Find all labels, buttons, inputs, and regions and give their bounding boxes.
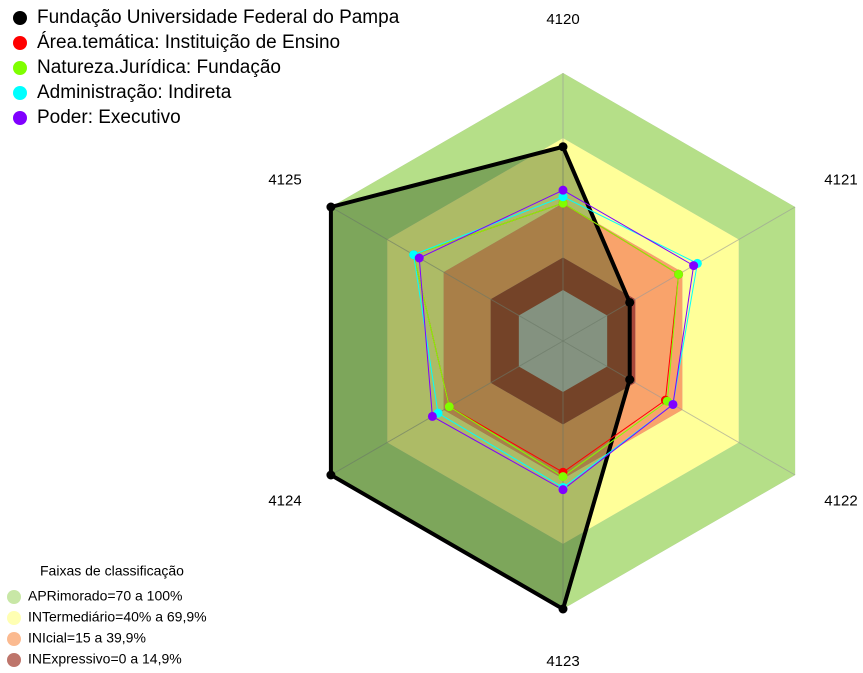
point: [326, 202, 336, 212]
category-label: 4125: [268, 171, 301, 188]
band-legend-dot: [7, 653, 21, 667]
point: [558, 185, 568, 195]
band-legend-dot: [7, 632, 21, 646]
legend-dot: [13, 11, 27, 25]
legend-label: Natureza.Jurídica: Fundação: [37, 57, 281, 78]
point: [674, 269, 684, 279]
legend-label: Poder: Executivo: [37, 107, 181, 128]
point: [558, 192, 568, 202]
category-label: 4123: [546, 653, 579, 670]
point: [558, 604, 568, 614]
band-legend-label: INIcial=15 a 39,9%: [28, 630, 146, 646]
band-legend-label: INTermediário=40% a 69,9%: [28, 609, 207, 625]
spoke: [562, 340, 796, 476]
band-legend-label: APRimorado=70 a 100%: [28, 588, 183, 604]
legend-label: Área.temática: Instituição de Ensino: [37, 32, 340, 53]
band-legend-title: Faixas de classificação: [40, 563, 184, 579]
category-label: 4122: [824, 492, 857, 509]
band-legend-dot: [7, 590, 21, 604]
band-legend-label: INExpressivo=0 a 14,9%: [28, 651, 182, 667]
plot: [330, 73, 796, 609]
band-legend-dot: [7, 611, 21, 625]
legend-dot: [13, 111, 27, 125]
legend-label: Fundação Universidade Federal do Pampa: [37, 7, 400, 28]
legend-label: Administração: Indireta: [37, 82, 232, 103]
legend-dot: [13, 86, 27, 100]
band: [387, 138, 739, 544]
point: [558, 485, 568, 495]
point: [625, 297, 635, 307]
category-label: 4124: [268, 492, 301, 509]
point: [689, 261, 699, 271]
point: [414, 253, 424, 263]
point: [326, 470, 336, 480]
legend-dot: [13, 61, 27, 75]
point: [625, 375, 635, 385]
point: [444, 402, 454, 412]
point: [558, 472, 568, 482]
point: [558, 198, 568, 208]
spoke: [330, 206, 564, 342]
band: [490, 257, 636, 425]
point: [668, 399, 678, 409]
point: [427, 411, 437, 421]
category-label: 4120: [546, 11, 579, 28]
category-label: 4121: [824, 171, 857, 188]
legend-dot: [13, 36, 27, 50]
point: [558, 142, 568, 152]
